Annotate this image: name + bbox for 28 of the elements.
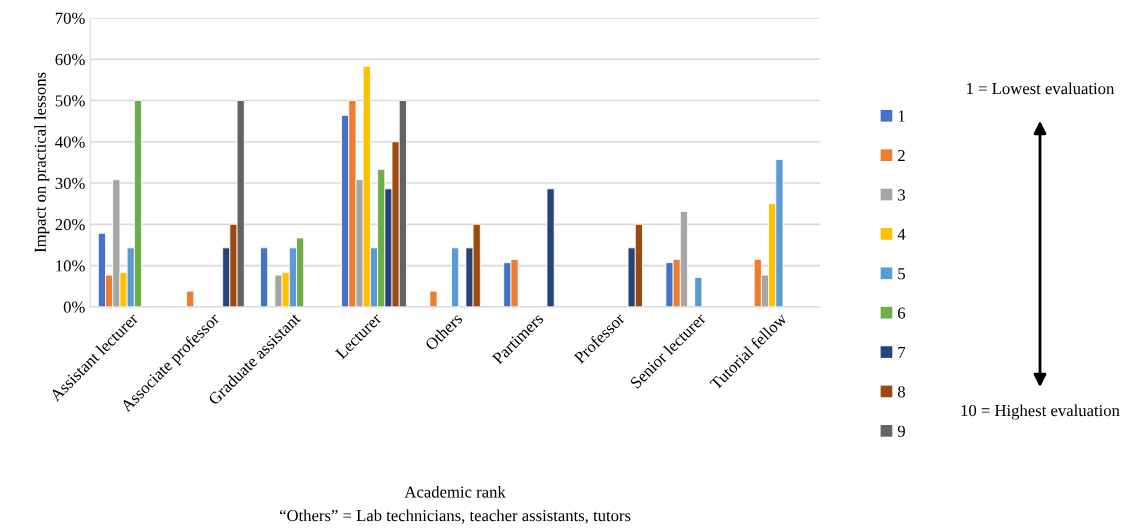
bar bbox=[694, 277, 703, 307]
legend-label: 2 bbox=[898, 149, 905, 161]
bar bbox=[546, 188, 555, 307]
y-tick-label: 30% bbox=[55, 177, 85, 190]
legend-label: 5 bbox=[898, 268, 905, 280]
y-tick-label: 10% bbox=[56, 260, 85, 272]
y-tick-label: 70% bbox=[55, 12, 85, 24]
y-tick-label: 60% bbox=[55, 53, 85, 66]
legend-label: 3 bbox=[898, 189, 905, 201]
y-tick-label: 40% bbox=[55, 136, 85, 148]
y-tick-label: 0% bbox=[63, 301, 85, 313]
y-axis-title: Impact on practical lessons bbox=[34, 72, 50, 253]
x-axis-title: Academic rank bbox=[404, 485, 506, 498]
bar bbox=[429, 290, 438, 307]
text: 10 = Highest evaluation bbox=[961, 404, 1120, 420]
y-tick-label: 20% bbox=[55, 219, 85, 231]
legend-label: 9 bbox=[897, 425, 905, 437]
legend-label: 6 bbox=[898, 307, 906, 319]
bar bbox=[451, 247, 460, 307]
legend-label: 4 bbox=[897, 228, 906, 240]
legend-label: 8 bbox=[897, 386, 905, 398]
text: 1 = Lowest evaluation bbox=[967, 82, 1115, 95]
text: “Others” = Lab technicians, teacher assistants, tutors bbox=[279, 509, 631, 524]
legend-label: 1 bbox=[898, 110, 905, 122]
bar bbox=[186, 290, 195, 307]
y-tick-label: 50% bbox=[55, 95, 85, 107]
bar bbox=[260, 247, 269, 307]
legend-label: 7 bbox=[898, 346, 906, 358]
